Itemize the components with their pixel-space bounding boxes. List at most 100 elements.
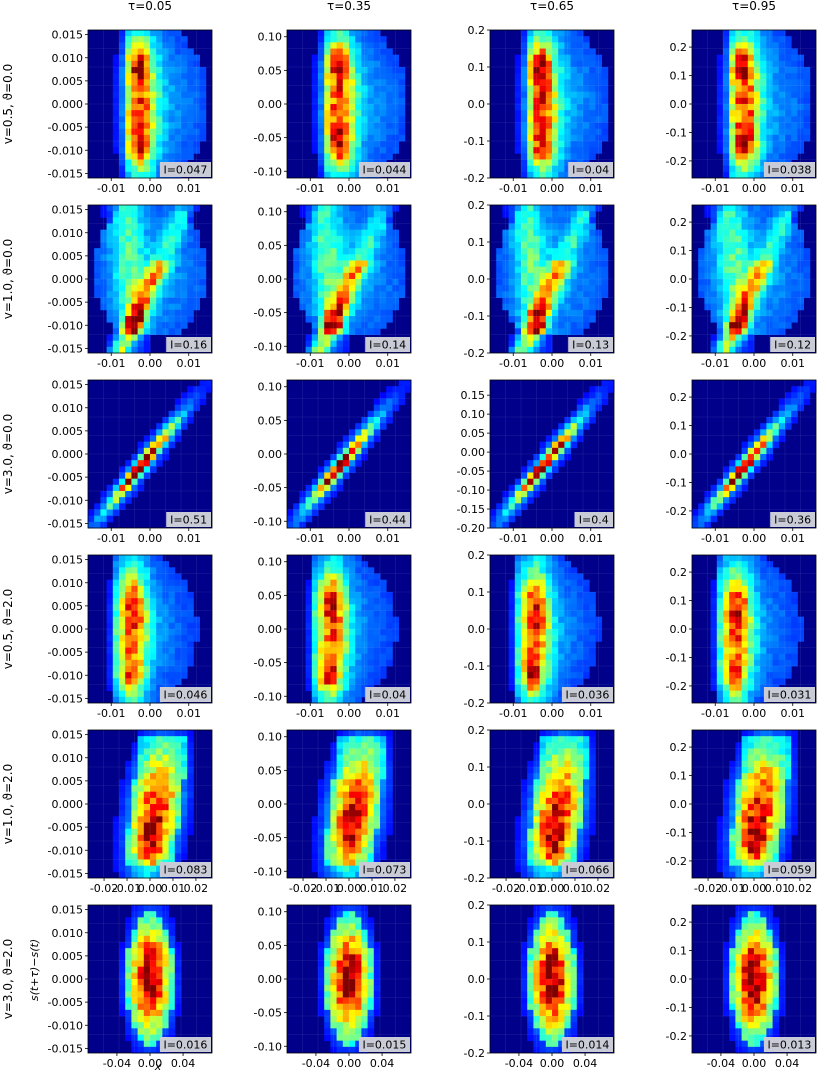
heatmap-cell <box>125 635 132 642</box>
heatmap-cell <box>131 592 138 599</box>
heatmap-cell <box>704 491 711 498</box>
heatmap-cell <box>570 141 578 148</box>
heatmap-cell <box>716 585 724 593</box>
heatmap-cell <box>318 285 325 292</box>
heatmap-cell <box>539 79 547 86</box>
heatmap-cell <box>583 629 590 636</box>
heatmap-cell <box>747 97 755 105</box>
heatmap-cell <box>324 48 331 56</box>
heatmap-cell <box>94 291 101 298</box>
heatmap-cell <box>570 604 578 611</box>
heatmap-cell <box>318 134 325 142</box>
heatmap-cell <box>539 141 547 148</box>
heatmap-cell <box>508 647 516 655</box>
heatmap-cell <box>539 67 547 74</box>
heatmap-cell <box>533 79 540 86</box>
heatmap-cell <box>552 97 559 105</box>
heatmap-cell <box>754 254 761 261</box>
heatmap-cell <box>373 629 381 636</box>
heatmap-cell <box>514 585 522 593</box>
heatmap-cell <box>785 622 792 630</box>
heatmap-cell <box>361 279 368 286</box>
heatmap-cell <box>527 616 534 624</box>
heatmap-cell <box>125 60 132 68</box>
heatmap-cell <box>508 579 516 587</box>
heatmap-cell <box>797 404 804 412</box>
heatmap-cell <box>349 128 356 136</box>
heatmap-cell <box>741 30 749 37</box>
heatmap-cell <box>392 404 399 412</box>
heatmap-cell <box>766 128 773 136</box>
heatmap-cell <box>150 297 157 305</box>
heatmap-cell <box>521 629 528 636</box>
heatmap-cell <box>174 622 182 630</box>
heatmap-cell <box>119 116 126 123</box>
heatmap-cell <box>125 328 132 335</box>
heatmap-cell <box>558 585 565 593</box>
heatmap-cell <box>791 217 798 224</box>
heatmap-cell <box>508 616 516 624</box>
heatmap-cell <box>336 672 344 679</box>
heatmap-cell <box>791 110 798 117</box>
heatmap-cell <box>514 635 522 642</box>
heatmap-cell <box>803 116 811 123</box>
heatmap-cell <box>558 134 565 142</box>
heatmap-cell <box>187 303 194 311</box>
heatmap-cell <box>355 567 362 574</box>
heatmap-cell <box>741 291 749 298</box>
heatmap-cell <box>791 404 798 412</box>
heatmap-cell <box>131 567 138 574</box>
heatmap-cell <box>754 435 761 443</box>
heatmap-cell <box>729 30 736 37</box>
heatmap-cell <box>595 266 602 274</box>
heatmap-cell <box>778 104 786 111</box>
heatmap-cell <box>100 235 107 243</box>
heatmap-cell <box>131 466 138 473</box>
heatmap-cell <box>521 316 528 323</box>
heatmap-cell <box>502 260 509 268</box>
heatmap-cell <box>386 116 393 123</box>
heatmap-cell <box>336 128 344 136</box>
heatmap-cell <box>131 110 138 117</box>
heatmap-cell <box>330 128 337 136</box>
x-tick-label: -0.01 <box>97 707 125 720</box>
heatmap-cell <box>539 567 547 574</box>
heatmap-cell <box>723 229 730 237</box>
heatmap-cell <box>380 235 387 243</box>
heatmap-cell <box>193 60 200 68</box>
column-title: τ=0.05 <box>128 0 172 13</box>
heatmap-cell <box>305 309 313 317</box>
heatmap-cell <box>106 272 114 280</box>
heatmap-cell <box>330 165 337 173</box>
heatmap-cell <box>521 555 528 562</box>
heatmap-cell <box>168 316 176 323</box>
heatmap-cell <box>545 223 553 231</box>
heatmap-cell <box>305 515 313 523</box>
heatmap-cell <box>791 629 798 636</box>
heatmap-cell <box>729 472 736 480</box>
heatmap-cell <box>785 116 792 123</box>
heatmap-cell <box>747 322 755 329</box>
heatmap-cell <box>112 828 120 836</box>
heatmap-cell <box>336 153 344 160</box>
heatmap-cell <box>125 322 132 329</box>
heatmap-cell <box>729 696 736 704</box>
heatmap-cell <box>723 303 730 311</box>
heatmap-cell <box>112 91 120 99</box>
heatmap-cell <box>342 147 350 154</box>
heatmap-cell <box>330 85 337 93</box>
heatmap-cell <box>754 585 761 593</box>
heatmap-cell <box>143 104 151 111</box>
heatmap-cell <box>791 392 798 399</box>
heatmap-cell <box>772 604 780 611</box>
heatmap-cell <box>570 592 578 599</box>
heatmap-cell <box>143 73 151 80</box>
x-tick-label: 0.00 <box>138 182 163 195</box>
heatmap-cell <box>766 622 773 630</box>
heatmap-cell <box>508 235 516 243</box>
heatmap-cell <box>760 598 767 605</box>
heatmap-cell <box>545 272 553 280</box>
heatmap-cell <box>741 684 749 692</box>
heatmap-cell <box>496 266 503 274</box>
heatmap-cell <box>386 141 393 148</box>
